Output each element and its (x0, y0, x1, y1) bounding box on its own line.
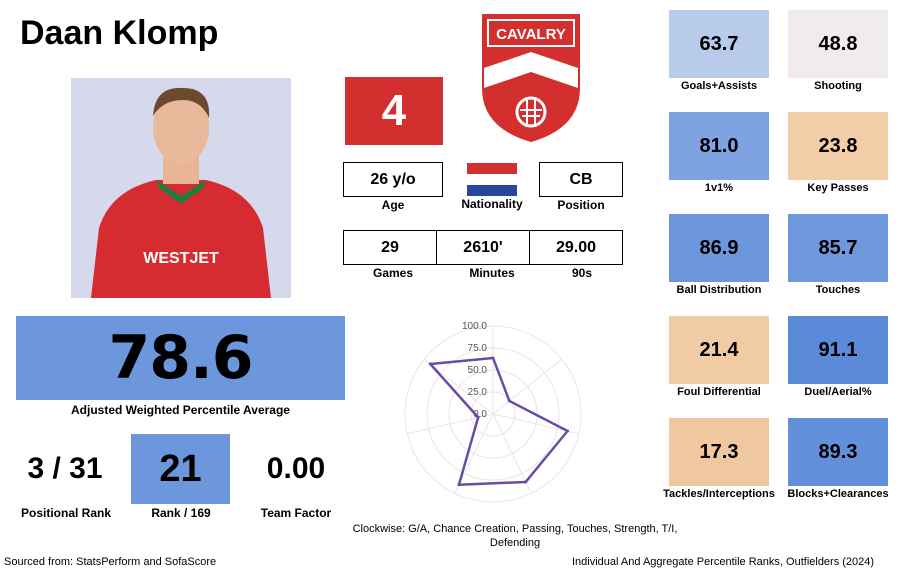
weighted-percentile-label: Adjusted Weighted Percentile Average (71, 403, 290, 417)
tile-shooting-label: Shooting (814, 80, 862, 92)
radar-point-touches (524, 480, 528, 484)
rank-label: Rank / 169 (151, 506, 211, 520)
weighted-percentile-score: 78.6 (16, 316, 345, 400)
tile-blocks-clearances-label: Blocks+Clearances (787, 488, 889, 500)
radar-point-t-i (476, 415, 480, 419)
figure-title: Individual And Aggregate Percentile Rank… (572, 556, 875, 568)
radar-caption: Clockwise: G/A, Chance Creation, Passing… (352, 523, 678, 549)
tile-goals-assists-label: Goals+Assists (680, 80, 758, 92)
radar-tick-label-3: 50.0 (468, 365, 488, 376)
tile-duel-aerial--label: Duel/Aerial% (804, 386, 872, 398)
radar-chart: 0.0 25.0 50.0 75.0 100.0 (380, 308, 630, 523)
tile-ball-distribution-value: 86.9 (669, 214, 769, 282)
minutes-label: Minutes (469, 266, 515, 280)
tile-foul-differential-value: 21.4 (669, 316, 769, 384)
nationality-label: Nationality (461, 197, 523, 211)
position-value: CB (539, 162, 623, 197)
position-label: Position (557, 198, 605, 212)
season-stats-table: 29 2610' 29.00 (343, 230, 623, 265)
radar-point-g-a (491, 356, 495, 360)
tile-1v1--value: 81.0 (669, 112, 769, 180)
radar-tick-label-1: 0.0 (473, 409, 487, 420)
netherlands-flag-icon (467, 163, 517, 196)
team-factor-label: Team Factor (260, 506, 332, 520)
crest-text: CAVALRY (496, 26, 566, 43)
nineties-value: 29.00 (555, 238, 597, 256)
positional-rank-label: Positional Rank (20, 506, 112, 520)
radar-series-polygon (429, 356, 569, 487)
radar-point-chance-creation (507, 399, 511, 403)
tile-tackles-interceptions-label: Tackles/Interceptions (663, 488, 775, 500)
games-label: Games (372, 266, 414, 280)
radar-tick-label-2: 25.0 (468, 387, 488, 398)
radar-tick-label-4: 75.0 (468, 343, 488, 354)
radar-point-defending (428, 362, 432, 366)
jersey-number: 4 (345, 77, 443, 145)
tile-touches-value: 85.7 (788, 214, 888, 282)
radar-point-passing (566, 429, 570, 433)
tile-1v1--label: 1v1% (704, 182, 734, 194)
tile-tackles-interceptions-value: 17.3 (669, 418, 769, 486)
tile-key-passes-label: Key Passes (807, 182, 869, 194)
tile-shooting-value: 48.8 (788, 10, 888, 78)
shirt-sponsor: WESTJET (143, 250, 219, 267)
tile-duel-aerial--value: 91.1 (788, 316, 888, 384)
radar-spoke-4 (492, 413, 532, 494)
player-photo: WESTJET (71, 78, 291, 298)
tile-foul-differential-label: Foul Differential (677, 386, 761, 398)
team-factor-value: 0.00 (266, 452, 326, 485)
tile-blocks-clearances-value: 89.3 (788, 418, 888, 486)
radar-spoke-2 (492, 358, 563, 415)
games-value: 29 (344, 231, 437, 264)
rank-value: 21 (159, 448, 202, 490)
minutes-value: 2610' (437, 231, 530, 264)
positional-rank-value: 3 / 31 (27, 452, 103, 485)
source-note: Sourced from: StatsPerform and SofaScore (4, 556, 217, 568)
tile-ball-distribution-label: Ball Distribution (676, 284, 762, 296)
nineties-label: 90s (571, 266, 593, 280)
tile-goals-assists-value: 63.7 (669, 10, 769, 78)
player-name: Daan Klomp (20, 14, 219, 52)
radar-point-strength (457, 483, 461, 487)
age-value: 26 y/o (343, 162, 443, 197)
tile-key-passes-value: 23.8 (788, 112, 888, 180)
club-crest: CAVALRY (478, 10, 584, 144)
radar-tick-label-5: 100.0 (462, 321, 487, 332)
rank-box (131, 434, 230, 504)
tile-touches-label: Touches (815, 284, 861, 296)
age-label: Age (381, 198, 405, 212)
